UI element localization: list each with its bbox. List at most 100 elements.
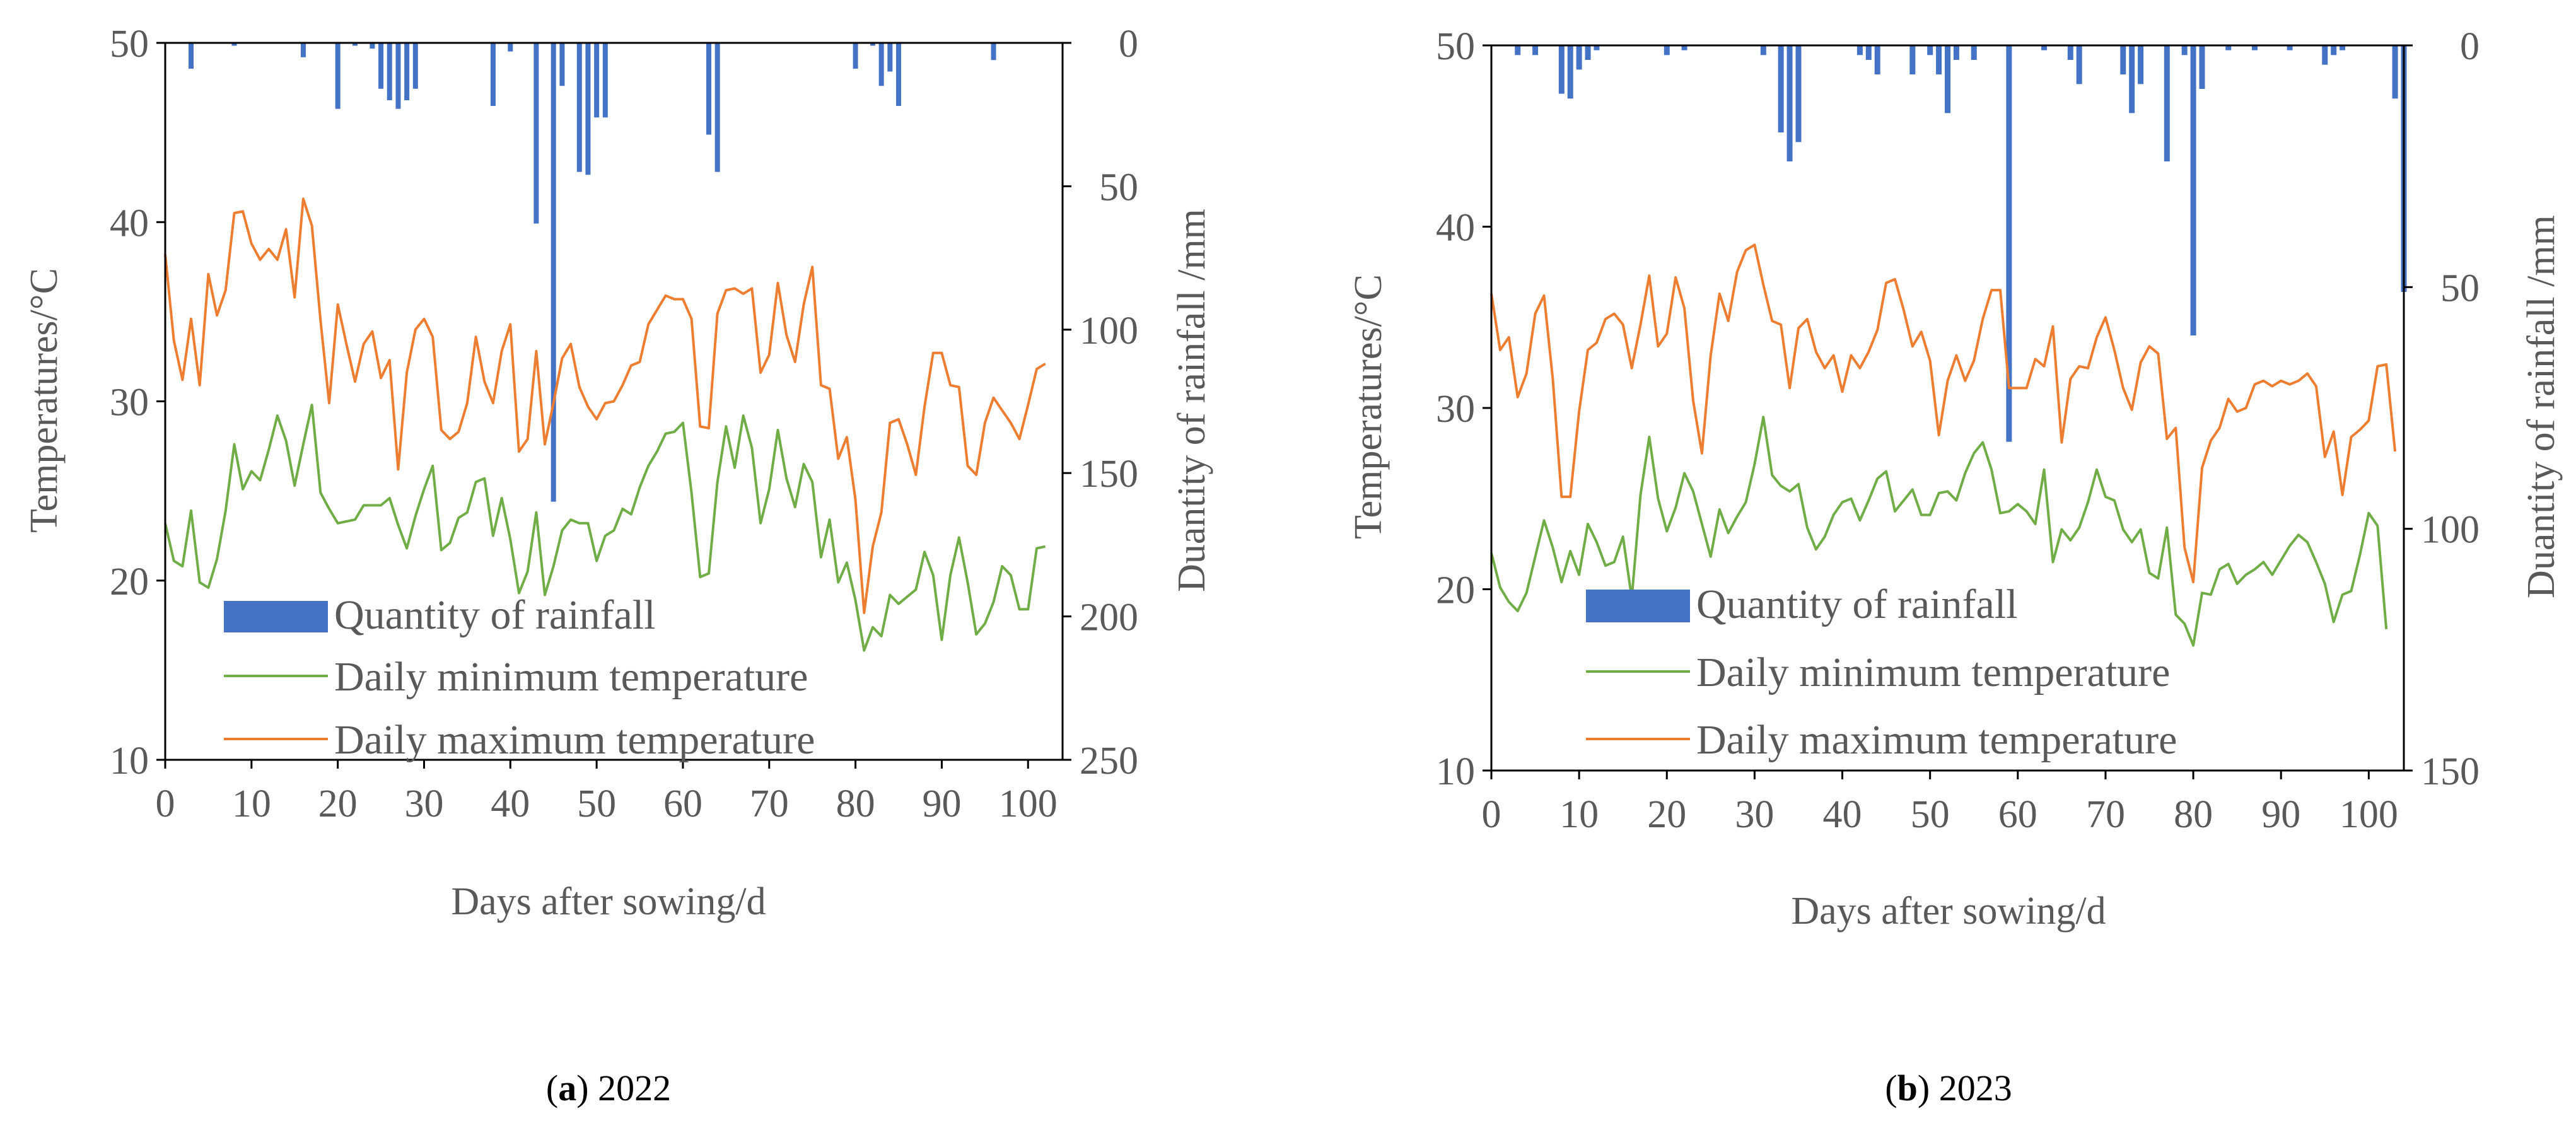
- rainfall-bar: [2392, 45, 2398, 99]
- panel-letter: b: [1897, 1068, 1918, 1108]
- rainfall-bar: [412, 43, 418, 89]
- y-tick-label-right: 50: [1099, 166, 1138, 209]
- rainfall-bar: [490, 43, 496, 107]
- x-tick-label: 40: [1823, 793, 1862, 836]
- rainfall-bar: [2120, 45, 2126, 74]
- y-tick-label-right: 0: [1119, 23, 1138, 66]
- x-tick-label: 50: [577, 783, 616, 825]
- rainfall-bar: [1936, 45, 1942, 74]
- y-tick-label-left: 30: [110, 381, 149, 424]
- min-temperature-line: [164, 404, 1046, 652]
- rainfall-bar: [2164, 45, 2170, 161]
- x-tick-label: 90: [2261, 793, 2300, 836]
- x-tick-label: 60: [1998, 793, 2037, 836]
- rainfall-bar: [2129, 45, 2135, 113]
- rainfall-bar: [594, 43, 600, 118]
- rainfall-bar: [585, 43, 591, 175]
- rainfall-bar: [300, 43, 306, 57]
- rainfall-bar: [1856, 45, 1863, 55]
- x-tick-label: 70: [750, 783, 789, 825]
- rainfall-bar: [335, 43, 341, 109]
- rainfall-bar: [1681, 45, 1687, 50]
- y-axis-title-right: Duantity of rainfall /mm: [1170, 209, 1213, 592]
- rainfall-bar: [706, 43, 712, 135]
- temperature-lines: [164, 197, 1046, 652]
- legend-label-rainfall: Quantity of rainfall: [334, 592, 656, 638]
- rainfall-bars: [1515, 45, 2407, 442]
- rainfall-bar: [2181, 45, 2188, 55]
- y-tick-label-right: 100: [1080, 310, 1138, 352]
- legend: Quantity of rainfall Daily minimum tempe…: [224, 592, 815, 763]
- x-tick-label: 10: [232, 783, 271, 825]
- rainfall-bar: [1558, 45, 1565, 94]
- rainfall-bar: [189, 43, 194, 69]
- rainfall-bars: [189, 43, 996, 502]
- y-tick-label-left: 20: [1436, 569, 1475, 612]
- rainfall-bar: [370, 43, 375, 49]
- rainfall-bar: [551, 43, 556, 502]
- x-axis-title: Days after sowing/d: [1791, 890, 2106, 933]
- rainfall-bar: [878, 43, 884, 86]
- rainfall-bar: [2287, 45, 2293, 50]
- rainfall-bar: [1515, 45, 1521, 55]
- rainfall-bar: [1786, 45, 1793, 161]
- rainfall-bar: [508, 43, 513, 52]
- rainfall-bar: [2006, 45, 2012, 442]
- y-axis-title-left: Temperatures/°C: [1347, 274, 1390, 539]
- rainfall-bar: [404, 43, 410, 100]
- y-tick-label-right: 50: [2440, 267, 2480, 310]
- x-tick-label: 20: [1647, 793, 1686, 836]
- rainfall-bar: [533, 43, 539, 224]
- rainfall-bar: [1567, 45, 1573, 99]
- rainfall-bar: [395, 43, 401, 109]
- y-tick-label-left: 50: [110, 23, 149, 66]
- rainfall-bar: [1532, 45, 1539, 55]
- x-tick-label: 20: [318, 783, 358, 825]
- rainfall-bar: [387, 43, 392, 100]
- x-tick-label: 80: [2174, 793, 2213, 836]
- rainfall-bar: [2076, 45, 2082, 84]
- panel-year: 2022: [598, 1068, 671, 1108]
- rainfall-bar: [870, 43, 875, 46]
- y-tick-label-right: 200: [1080, 596, 1138, 639]
- legend: Quantity of rainfall Daily minimum tempe…: [1586, 581, 2177, 763]
- rainfall-bar: [2041, 45, 2048, 50]
- rainfall-bar: [2331, 45, 2337, 55]
- y-tick-label-left: 20: [110, 561, 149, 603]
- y-tick-label-right: 150: [2421, 750, 2480, 793]
- rainfall-bar: [231, 43, 237, 46]
- x-tick-label: 10: [1559, 793, 1599, 836]
- rainfall-bar: [2251, 45, 2258, 50]
- rainfall-bar: [1909, 45, 1916, 74]
- legend-label-min: Daily minimum temperature: [1696, 649, 2170, 695]
- y-tick-label-right: 0: [2460, 25, 2480, 68]
- rainfall-bar: [1927, 45, 1933, 55]
- x-tick-label: 0: [156, 783, 175, 825]
- rainfall-bar: [991, 43, 996, 61]
- x-tick-label: 40: [491, 783, 530, 825]
- panel-year: 2023: [1939, 1068, 2012, 1108]
- rainfall-bar: [1760, 45, 1766, 55]
- legend-label-max: Daily maximum temperature: [334, 717, 815, 763]
- rainfall-bar: [378, 43, 384, 89]
- rainfall-bar: [2322, 45, 2328, 65]
- y-tick-label-left: 50: [1436, 25, 1475, 68]
- panel-letter: a: [558, 1068, 576, 1108]
- legend-label-max: Daily maximum temperature: [1696, 717, 2177, 763]
- rainfall-bar: [1874, 45, 1880, 74]
- rainfall-bar: [853, 43, 858, 69]
- y-tick-label-left: 10: [1436, 750, 1475, 793]
- rainfall-bar: [2190, 45, 2196, 335]
- rainfall-bar: [1971, 45, 1977, 60]
- rainfall-bar: [602, 43, 608, 118]
- y-tick-label-right: 250: [1080, 740, 1138, 783]
- rainfall-bar: [1953, 45, 1959, 60]
- rainfall-bar: [1945, 45, 1950, 113]
- rainfall-bar: [559, 43, 565, 86]
- rainfall-bar: [1576, 45, 1582, 70]
- min-temperature-line: [1490, 416, 2388, 647]
